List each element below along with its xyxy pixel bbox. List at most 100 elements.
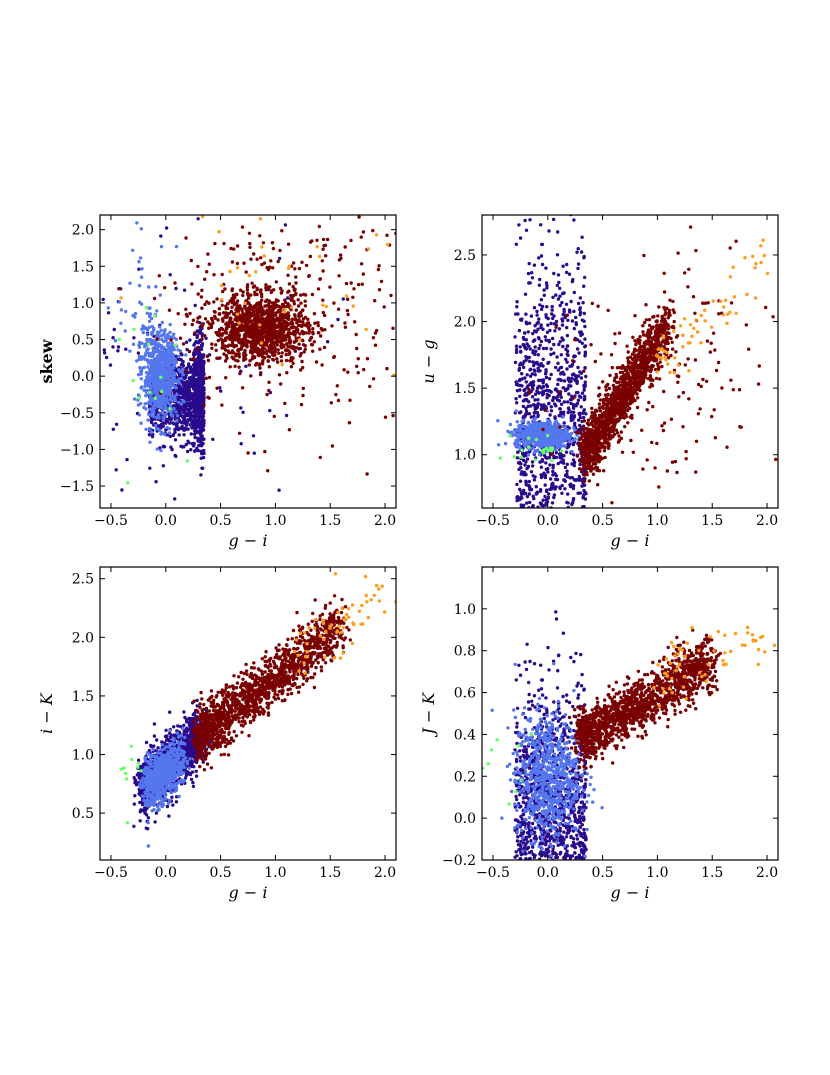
point bbox=[278, 313, 282, 318]
point bbox=[569, 418, 573, 423]
point bbox=[532, 496, 536, 501]
point bbox=[541, 547, 544, 550]
point bbox=[523, 557, 526, 560]
point bbox=[311, 327, 315, 331]
point bbox=[548, 413, 552, 417]
point bbox=[154, 415, 159, 420]
point bbox=[147, 361, 151, 365]
point bbox=[137, 260, 141, 264]
point bbox=[556, 394, 560, 399]
point bbox=[75, 399, 78, 402]
point bbox=[236, 331, 240, 335]
point bbox=[550, 501, 555, 505]
point bbox=[301, 308, 305, 312]
y-tick-label: 1.5 bbox=[72, 259, 94, 275]
point bbox=[545, 596, 548, 599]
point bbox=[332, 301, 336, 305]
point bbox=[546, 316, 550, 321]
point bbox=[528, 347, 532, 351]
point bbox=[315, 245, 319, 249]
point bbox=[524, 519, 527, 522]
point bbox=[209, 316, 214, 321]
point bbox=[147, 433, 152, 437]
point bbox=[537, 337, 541, 341]
point bbox=[104, 355, 109, 360]
point bbox=[220, 303, 224, 307]
point bbox=[261, 241, 266, 245]
point bbox=[265, 266, 269, 270]
point bbox=[572, 326, 576, 331]
point bbox=[529, 618, 532, 621]
point bbox=[339, 253, 343, 257]
point bbox=[344, 281, 349, 286]
point bbox=[244, 353, 248, 357]
point bbox=[193, 435, 197, 440]
point bbox=[544, 375, 549, 380]
point bbox=[184, 236, 188, 240]
point bbox=[530, 276, 535, 280]
point bbox=[555, 590, 558, 593]
point bbox=[237, 347, 241, 352]
point bbox=[556, 297, 561, 301]
point bbox=[266, 469, 270, 473]
point bbox=[249, 311, 254, 316]
point bbox=[554, 578, 557, 581]
point bbox=[200, 324, 205, 328]
point bbox=[576, 262, 581, 266]
point bbox=[574, 391, 579, 395]
point bbox=[177, 377, 181, 381]
point bbox=[163, 328, 167, 332]
point bbox=[549, 578, 552, 581]
point bbox=[276, 348, 280, 352]
point bbox=[540, 304, 545, 309]
point bbox=[539, 533, 542, 536]
point bbox=[537, 548, 540, 551]
point bbox=[527, 492, 532, 496]
point bbox=[287, 428, 292, 432]
point bbox=[69, 401, 72, 404]
point bbox=[549, 606, 552, 609]
point bbox=[534, 349, 538, 353]
point bbox=[152, 359, 156, 363]
point bbox=[548, 328, 552, 333]
point bbox=[260, 362, 265, 366]
point bbox=[554, 451, 559, 455]
point bbox=[573, 518, 576, 521]
point bbox=[163, 354, 167, 358]
point bbox=[522, 619, 525, 622]
point bbox=[211, 437, 215, 441]
point bbox=[139, 377, 143, 381]
point bbox=[556, 461, 560, 466]
point bbox=[180, 445, 185, 449]
point bbox=[270, 333, 274, 337]
point bbox=[289, 293, 293, 298]
point bbox=[182, 433, 186, 437]
point bbox=[193, 410, 197, 414]
point bbox=[290, 317, 295, 321]
point bbox=[546, 470, 550, 474]
point bbox=[515, 456, 520, 460]
point bbox=[222, 352, 226, 356]
point bbox=[572, 460, 577, 465]
point bbox=[321, 303, 325, 307]
point bbox=[514, 344, 519, 348]
point bbox=[236, 359, 240, 363]
point bbox=[553, 586, 556, 589]
point bbox=[371, 377, 376, 381]
point bbox=[173, 427, 177, 432]
point bbox=[552, 342, 556, 347]
point bbox=[539, 339, 544, 344]
point bbox=[167, 385, 171, 389]
point bbox=[539, 254, 544, 258]
point bbox=[167, 308, 172, 312]
point bbox=[294, 281, 298, 285]
point bbox=[569, 413, 574, 418]
point bbox=[265, 351, 269, 356]
point bbox=[181, 373, 185, 377]
point bbox=[267, 332, 272, 336]
point bbox=[570, 515, 573, 518]
point bbox=[579, 333, 583, 338]
point bbox=[564, 302, 569, 306]
point bbox=[142, 365, 146, 370]
point bbox=[246, 301, 250, 305]
